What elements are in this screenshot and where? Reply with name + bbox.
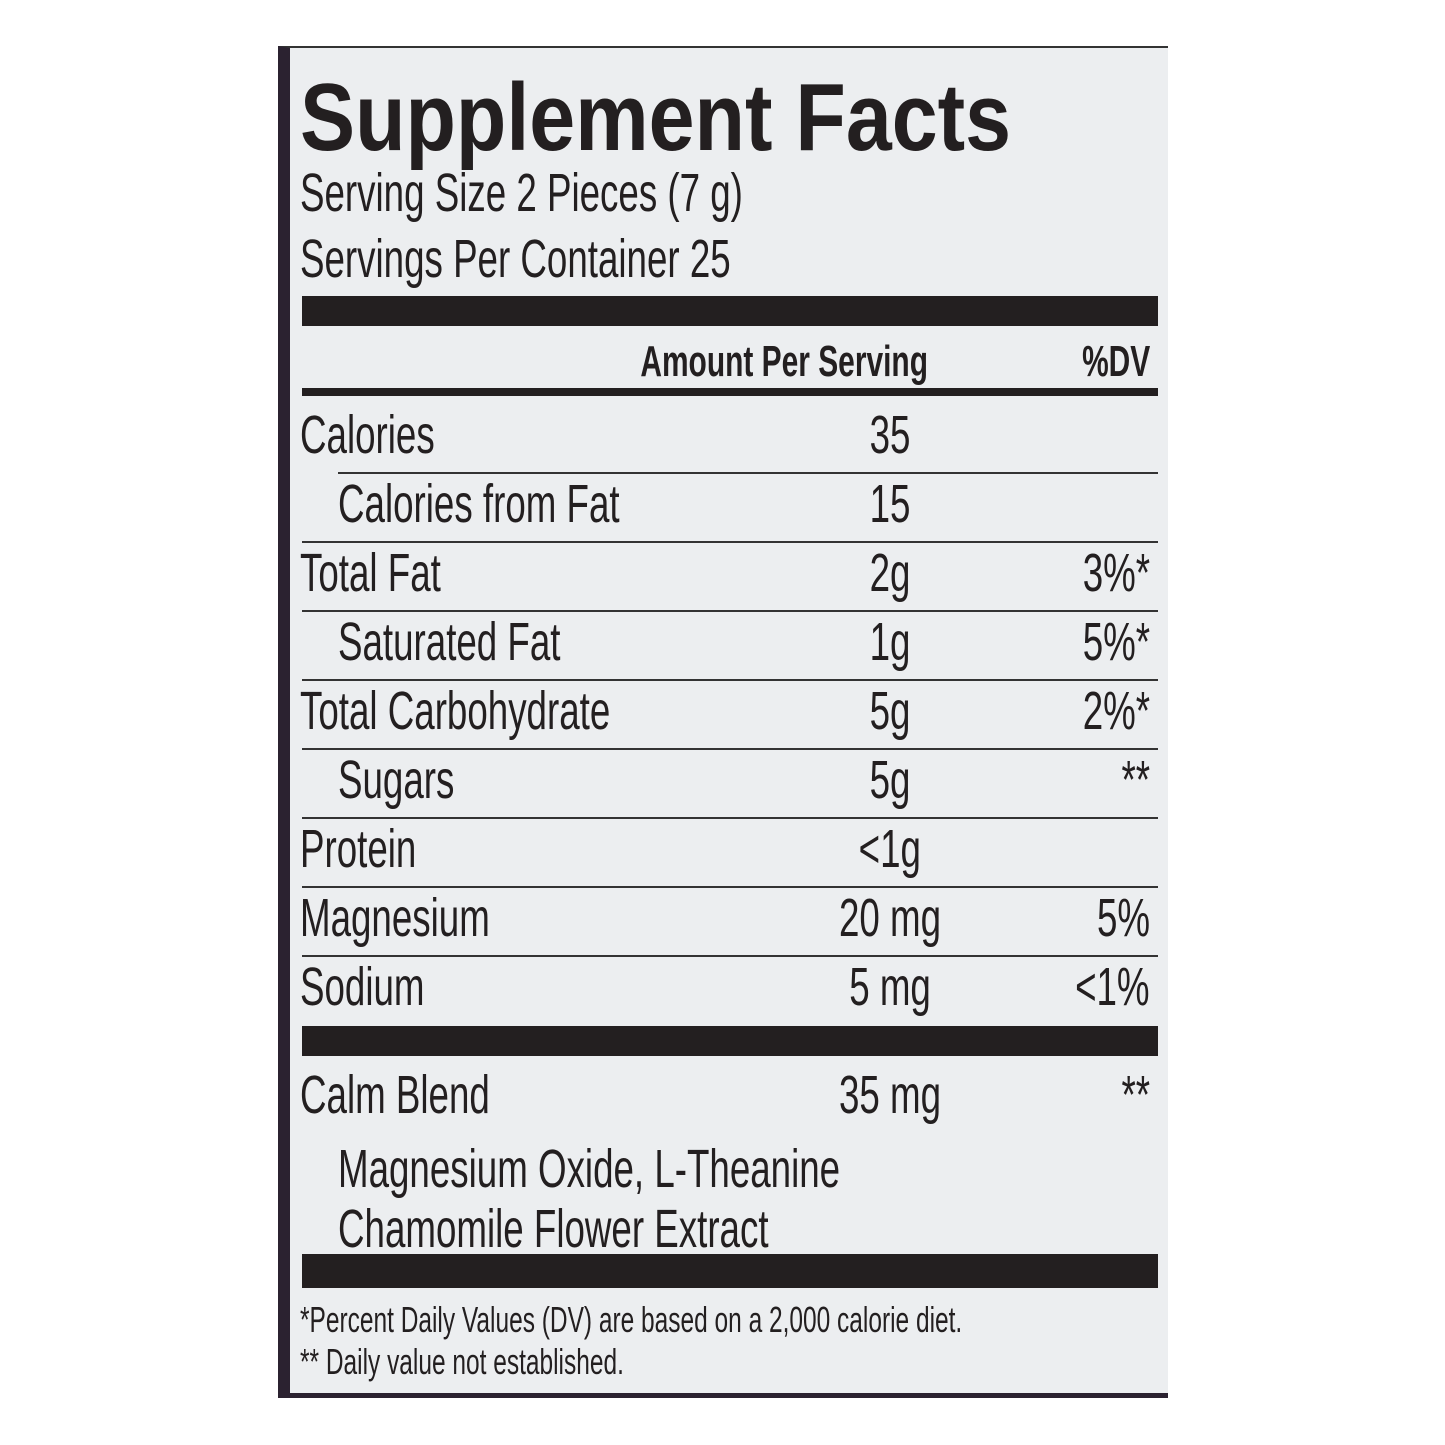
servings-per-container: Servings Per Container 25	[300, 229, 731, 289]
row-divider	[302, 886, 1158, 888]
nutrient-name: Saturated Fat	[338, 612, 561, 672]
blend-ingredients-line2: Chamomile Flower Extract	[338, 1199, 769, 1259]
nutrient-amount: 1g	[869, 612, 911, 672]
nutrient-dv: 5%	[1096, 888, 1150, 948]
divider-medium	[302, 388, 1158, 396]
blend-dv: **	[1121, 1065, 1150, 1125]
footnote-not-established: ** Daily value not established.	[300, 1341, 624, 1382]
nutrient-amount: 35	[869, 405, 911, 465]
row-divider	[302, 610, 1158, 612]
nutrient-name: Calories	[300, 405, 435, 465]
row-divider	[302, 955, 1158, 957]
row-divider	[302, 541, 1158, 543]
row-divider	[302, 817, 1158, 819]
nutrient-name: Protein	[300, 819, 417, 879]
header-amount: Amount Per Serving	[640, 337, 928, 386]
blend-amount: 35 mg	[838, 1065, 942, 1125]
nutrient-name: Total Carbohydrate	[300, 681, 611, 741]
serving-size: Serving Size 2 Pieces (7 g)	[300, 163, 743, 223]
nutrient-amount: 20 mg	[838, 888, 942, 948]
nutrient-dv: <1%	[1075, 957, 1150, 1017]
nutrient-amount: <1g	[858, 819, 922, 879]
title: Supplement Facts	[300, 64, 1012, 171]
row-divider	[302, 748, 1158, 750]
supplement-facts-panel: Supplement Facts Serving Size 2 Pieces (…	[278, 46, 1168, 1398]
divider-thick	[302, 296, 1158, 326]
divider-thick	[302, 1026, 1158, 1056]
nutrient-dv: 2%*	[1082, 681, 1150, 741]
nutrient-name: Sugars	[338, 750, 455, 810]
blend-ingredients-line1: Magnesium Oxide, L-Theanine	[338, 1139, 841, 1199]
nutrient-amount: 2g	[869, 543, 911, 603]
row-divider	[338, 472, 1158, 474]
blend-name: Calm Blend	[300, 1065, 490, 1125]
nutrient-dv: 5%*	[1082, 612, 1150, 672]
nutrient-name: Calories from Fat	[338, 474, 620, 534]
nutrient-amount: 5 mg	[849, 957, 931, 1017]
nutrient-name: Magnesium	[300, 888, 490, 948]
nutrient-amount: 5g	[869, 681, 911, 741]
header-dv: %DV	[1081, 337, 1150, 386]
footnote-dv: *Percent Daily Values (DV) are based on …	[300, 1299, 963, 1340]
nutrient-name: Sodium	[300, 957, 425, 1017]
nutrient-amount: 15	[869, 474, 911, 534]
row-divider	[302, 679, 1158, 681]
divider-thick	[302, 1254, 1158, 1288]
nutrient-amount: 5g	[869, 750, 911, 810]
nutrient-name: Total Fat	[300, 543, 441, 603]
nutrient-dv: **	[1121, 750, 1150, 810]
nutrient-dv: 3%*	[1082, 543, 1150, 603]
